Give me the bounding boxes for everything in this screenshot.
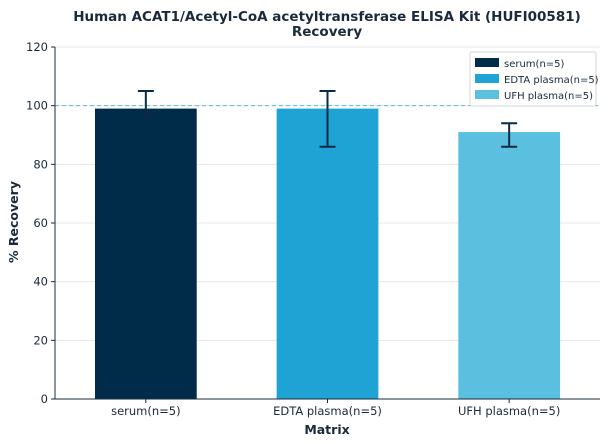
chart-title: Human ACAT1/Acetyl-CoA acetyltransferase… [73, 9, 581, 25]
x-tick-label: serum(n=5) [111, 404, 181, 418]
y-tick-label: 100 [26, 99, 48, 113]
y-tick-label: 80 [33, 157, 48, 171]
legend-box [469, 51, 597, 107]
x-tick-label: UFH plasma(n=5) [458, 404, 560, 418]
legend-swatch [475, 90, 499, 99]
y-tick-label: 120 [26, 40, 48, 54]
legend: serum(n=5) EDTA plasma(n=5) UFH plasma(n=5… [469, 51, 599, 107]
legend-swatch [475, 74, 499, 83]
x-tick-label: EDTA plasma(n=5) [273, 404, 382, 418]
y-tick-label: 0 [41, 392, 48, 406]
y-axis-label: % Recovery [6, 181, 21, 263]
legend-label: EDTA plasma(n=5) [504, 75, 599, 86]
y-tick-label: 40 [33, 275, 48, 289]
axes: 0 20 40 60 80 100 120 serum(n=5) EDTA plasma(n=5… [26, 40, 600, 418]
bar [276, 108, 379, 399]
bar [458, 132, 561, 400]
legend-label: UFH plasma(n=5) [504, 91, 593, 102]
y-tick-label: 20 [33, 333, 48, 347]
legend-label: serum(n=5) [504, 59, 565, 70]
bars [94, 108, 561, 400]
bar [94, 108, 197, 399]
x-axis-label: Matrix [304, 422, 349, 437]
legend-swatch [475, 58, 499, 67]
error-bars [137, 90, 518, 148]
y-tick-label: 60 [33, 216, 48, 230]
chart-subtitle: Recovery [292, 24, 362, 40]
